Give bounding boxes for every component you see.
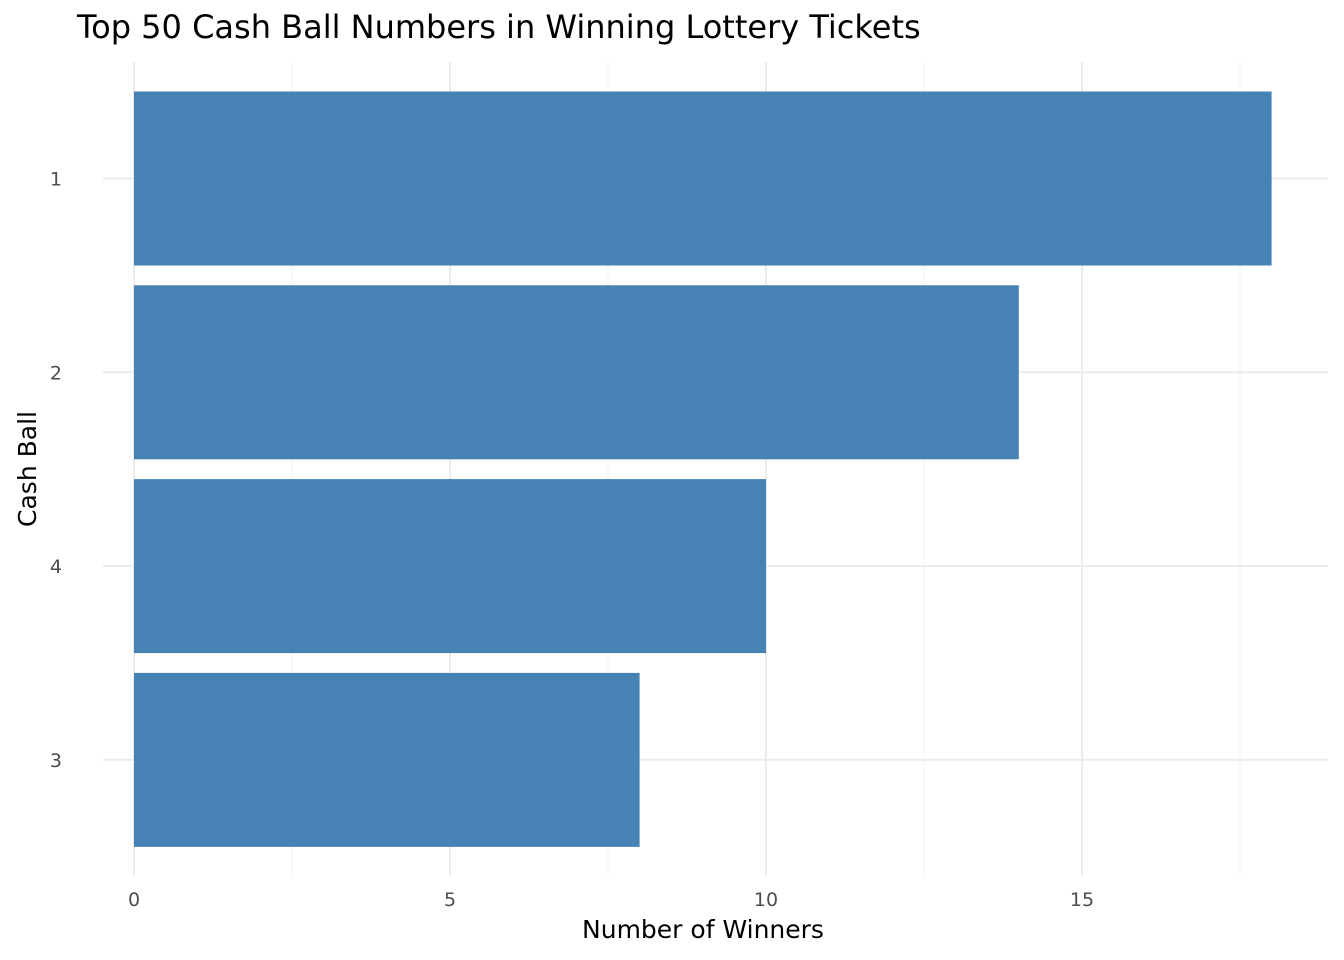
y-tick-label: 3 xyxy=(50,750,62,772)
x-tick-label: 10 xyxy=(754,889,778,911)
chart-title: Top 50 Cash Ball Numbers in Winning Lott… xyxy=(77,8,921,46)
y-tick-label: 4 xyxy=(50,556,62,578)
bars xyxy=(134,91,1272,847)
x-tick-label: 0 xyxy=(128,889,140,911)
y-axis-ticks: 1 2 4 3 xyxy=(50,169,62,772)
x-axis-title: Number of Winners xyxy=(582,915,824,944)
x-axis-ticks: 0 5 10 15 xyxy=(128,889,1094,911)
y-tick-label: 2 xyxy=(50,362,62,384)
bar-cash-ball-1 xyxy=(134,91,1272,266)
bar-cash-ball-4 xyxy=(134,479,766,654)
y-tick-label: 1 xyxy=(50,169,62,191)
x-tick-label: 5 xyxy=(444,889,456,911)
bar-cash-ball-2 xyxy=(134,285,1019,460)
bar-cash-ball-3 xyxy=(134,672,640,847)
y-axis-title: Cash Ball xyxy=(13,411,42,527)
x-tick-label: 15 xyxy=(1070,889,1094,911)
